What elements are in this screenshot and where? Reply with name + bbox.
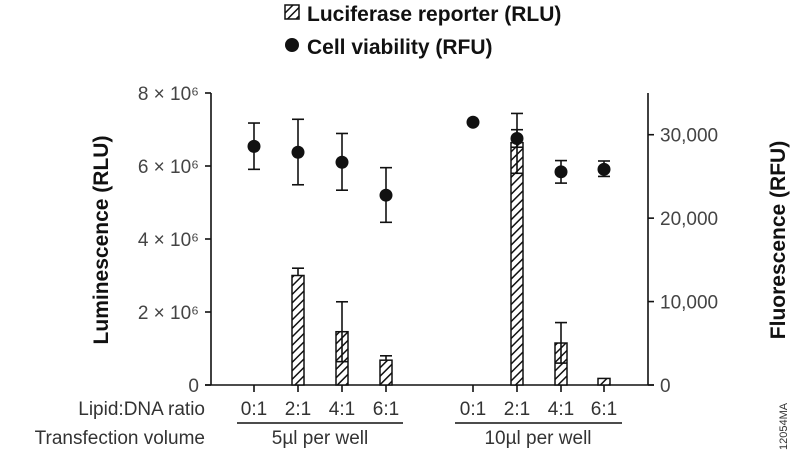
right-tick-label: 10,000 bbox=[660, 293, 718, 314]
legend-label-viability: Cell viability (RFU) bbox=[307, 36, 493, 59]
viability-point bbox=[247, 139, 261, 153]
right-tick-label: 30,000 bbox=[660, 126, 718, 147]
viability-point bbox=[466, 115, 480, 129]
left-tick-label: 4 × 10⁶ bbox=[138, 230, 199, 251]
group-label-10ul: 10µl per well bbox=[484, 428, 591, 449]
luciferase-bar bbox=[597, 377, 611, 386]
category-label: 2:1 bbox=[504, 399, 530, 420]
row-label-ratio: Lipid:DNA ratio bbox=[78, 399, 205, 420]
legend-label-luciferase: Luciferase reporter (RLU) bbox=[307, 3, 561, 26]
right-tick-label: 0 bbox=[660, 376, 671, 397]
category-label: 2:1 bbox=[285, 399, 311, 420]
legend-circle-marker bbox=[285, 38, 299, 52]
category-label: 0:1 bbox=[241, 399, 267, 420]
legend-hatch-swatch bbox=[284, 4, 300, 20]
right-axis-title: Fluorescence (RFU) bbox=[767, 141, 790, 339]
viability-point bbox=[510, 131, 524, 145]
category-label: 0:1 bbox=[460, 399, 486, 420]
luciferase-bar bbox=[379, 359, 393, 386]
category-label: 6:1 bbox=[591, 399, 617, 420]
viability-point bbox=[554, 165, 568, 179]
category-label: 4:1 bbox=[548, 399, 574, 420]
left-tick-label: 0 bbox=[188, 376, 199, 397]
category-label: 6:1 bbox=[373, 399, 399, 420]
category-label: 4:1 bbox=[329, 399, 355, 420]
row-label-volume: Transfection volume bbox=[35, 428, 205, 449]
left-tick-label: 8 × 10⁶ bbox=[138, 84, 199, 105]
luciferase-bar bbox=[291, 274, 305, 386]
group-label-5ul: 5µl per well bbox=[272, 428, 368, 449]
right-tick-label: 20,000 bbox=[660, 209, 718, 230]
left-axis-title: Luminescence (RLU) bbox=[90, 136, 113, 345]
left-tick-label: 6 × 10⁶ bbox=[138, 157, 199, 178]
left-tick-label: 2 × 10⁶ bbox=[138, 303, 199, 324]
luciferase-bar bbox=[510, 141, 524, 386]
figure-code: 12054MA bbox=[778, 402, 790, 450]
viability-point bbox=[335, 155, 349, 169]
legend: Luciferase reporter (RLU) Cell viability… bbox=[284, 3, 561, 59]
viability-point bbox=[379, 188, 393, 202]
viability-point bbox=[291, 145, 305, 159]
viability-point bbox=[597, 162, 611, 176]
